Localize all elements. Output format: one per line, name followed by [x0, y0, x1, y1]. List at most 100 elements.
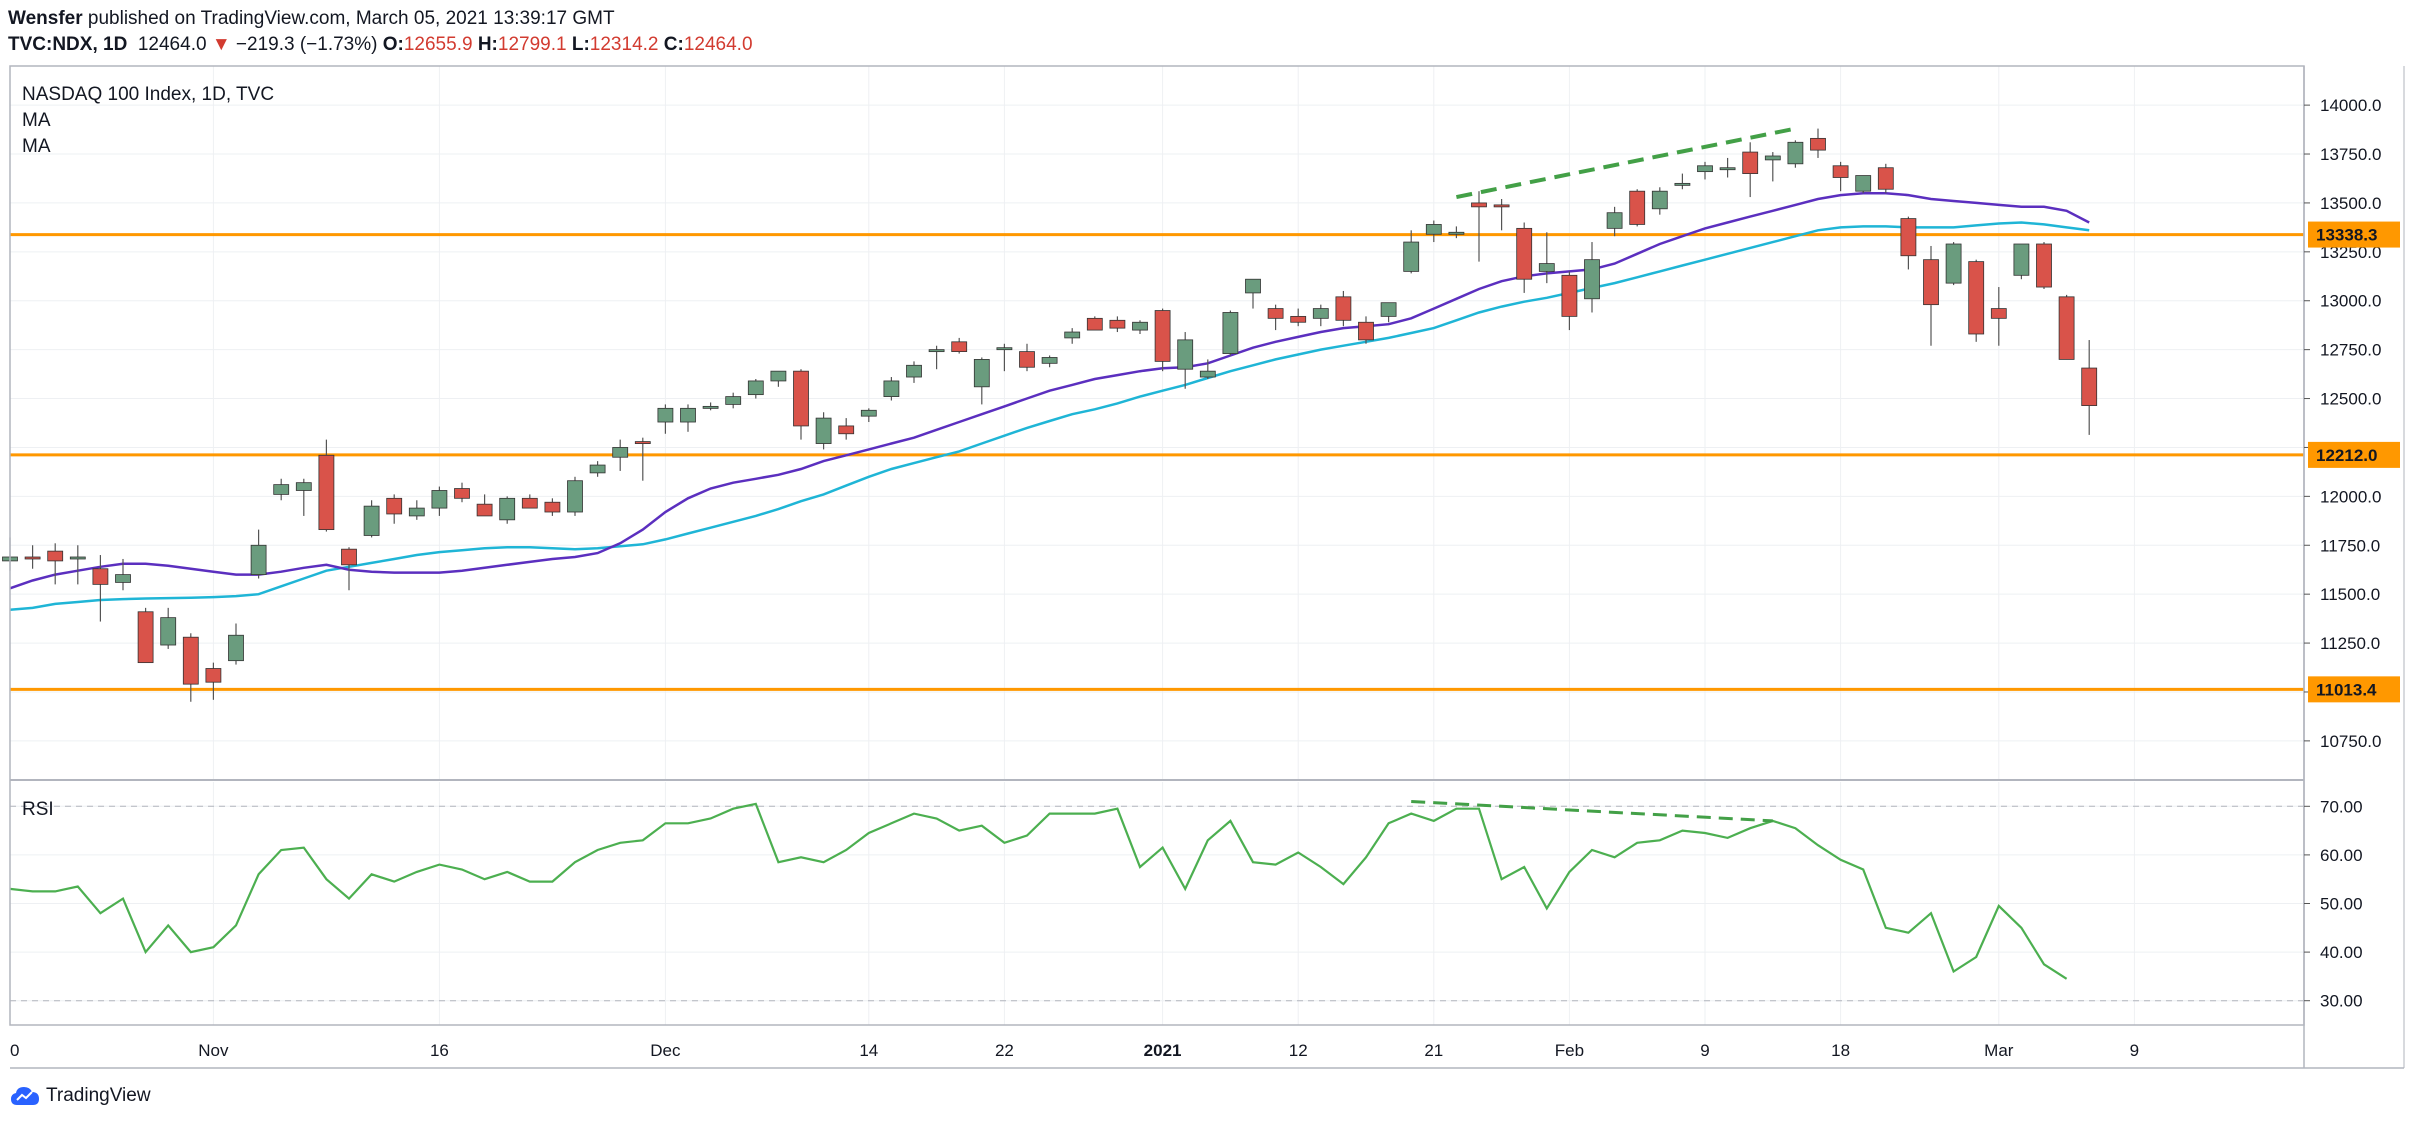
level-tag-label: 11013.4 [2316, 680, 2377, 699]
time-tick-label: Feb [1555, 1041, 1584, 1060]
candle-up [160, 617, 177, 646]
candle-down [1900, 218, 1917, 257]
candle-up [363, 505, 380, 536]
candle-up [1674, 182, 1691, 186]
time-tick-label: Dec [650, 1041, 681, 1060]
candle-down [1290, 315, 1307, 323]
candle-down [1561, 274, 1578, 317]
level-tag-label: 12212.0 [2316, 446, 2377, 465]
rsi-trend-line [1411, 799, 1773, 823]
price-tick-label: 10750.0 [2320, 732, 2381, 751]
candle-up [883, 380, 900, 397]
candle-down [24, 556, 41, 560]
time-tick-label: 9 [1700, 1041, 1709, 1060]
candle-up [431, 490, 448, 509]
author-name[interactable]: Wensfer [8, 8, 83, 29]
candle-up [815, 417, 832, 444]
level-tag [2308, 221, 2400, 248]
candle-up [1945, 243, 1962, 284]
candle-up [996, 347, 1013, 351]
candle-down [2036, 243, 2052, 288]
rsi-tick-label: 40.00 [2320, 943, 2363, 962]
candle-down [1990, 308, 2007, 319]
symbol-info: TVC:NDX, 1D [8, 34, 128, 55]
candle-up [250, 544, 267, 576]
time-tick-label: 22 [995, 1041, 1014, 1060]
candle-up [1132, 321, 1148, 331]
candle-down [1267, 308, 1284, 319]
candle-down [1832, 165, 1849, 178]
price-tick-label: 11750.0 [2320, 536, 2380, 555]
candle-down [1516, 227, 1533, 280]
candle-up [1787, 141, 1804, 165]
candle-up [1041, 357, 1058, 364]
candle-down [1742, 151, 1759, 174]
ma-legend-2[interactable]: MA [22, 136, 51, 157]
candle-down [1335, 296, 1352, 321]
candle-up [273, 484, 290, 495]
candle-up [725, 396, 742, 405]
grid [9, 66, 2304, 1025]
candle-down [341, 548, 357, 566]
candle-down [1968, 261, 1985, 335]
chart-header: Wensfer published on TradingView.com, Ma… [8, 6, 753, 58]
candle-down [2081, 367, 2098, 406]
candles [2, 128, 2098, 702]
low-value: 12314.2 [589, 34, 659, 55]
tradingview-logo[interactable]: TradingView [10, 1085, 151, 1107]
candle-up [589, 464, 606, 474]
candle-up [499, 497, 516, 521]
candle-up [408, 507, 425, 517]
price-tick-label: 13750.0 [2320, 145, 2381, 164]
time-tick-label: 18 [1831, 1041, 1850, 1060]
candle-up [612, 447, 629, 458]
candle-up [1177, 339, 1194, 370]
candle-up [2013, 243, 2030, 276]
candle-down [1877, 167, 1894, 190]
candle-up [1448, 231, 1465, 235]
price-tick-label: 12500.0 [2320, 390, 2381, 409]
candle-down [1629, 190, 1646, 225]
rsi-line [9, 802, 2068, 980]
price-tick-label: 11250.0 [2320, 634, 2380, 653]
horizontal-levels [10, 233, 2304, 691]
rsi-pane [9, 799, 2304, 1002]
candle-up [567, 480, 583, 513]
ma-legend-1[interactable]: MA [22, 110, 51, 131]
candle-down [454, 488, 470, 499]
candle-up [1064, 331, 1081, 339]
high-value: 12799.1 [497, 34, 567, 55]
candle-up [1312, 308, 1329, 319]
candle-down [318, 454, 335, 531]
axes: 10750.011000.011250.011500.011750.012000… [10, 96, 2381, 1060]
candle-up [1538, 263, 1555, 272]
candle-down [137, 611, 154, 664]
candle-up [928, 349, 945, 353]
candle-up [860, 409, 877, 417]
price-tick-label: 12000.0 [2320, 487, 2381, 506]
candle-up [1403, 241, 1420, 272]
candle-up [1245, 278, 1261, 294]
rsi-tick-label: 30.00 [2320, 992, 2363, 1011]
ma-slow-line [9, 221, 2090, 612]
level-tag [2308, 441, 2400, 468]
candle-down [47, 550, 64, 562]
time-tick-label: Mar [1984, 1041, 2014, 1060]
high-label: H: [477, 34, 498, 55]
candle-down [634, 441, 651, 444]
price-tick-label: 13250.0 [2320, 243, 2381, 262]
rsi-tick-label: 50.00 [2320, 895, 2363, 914]
rsi-legend[interactable]: RSI [22, 799, 54, 820]
cloud-logo-icon [11, 1087, 39, 1105]
candle-down [951, 341, 968, 353]
time-tick-label: 12 [1289, 1041, 1308, 1060]
candle-up [1606, 212, 1623, 229]
rsi-tick-label: 70.00 [2320, 797, 2363, 816]
price-tick-label: 12750.0 [2320, 341, 2381, 360]
candle-down [476, 503, 493, 517]
candle-down [1358, 321, 1374, 341]
candle-down [838, 425, 855, 435]
ma-fast-line [9, 191, 2090, 590]
price-tick-label: 13000.0 [2320, 292, 2381, 311]
